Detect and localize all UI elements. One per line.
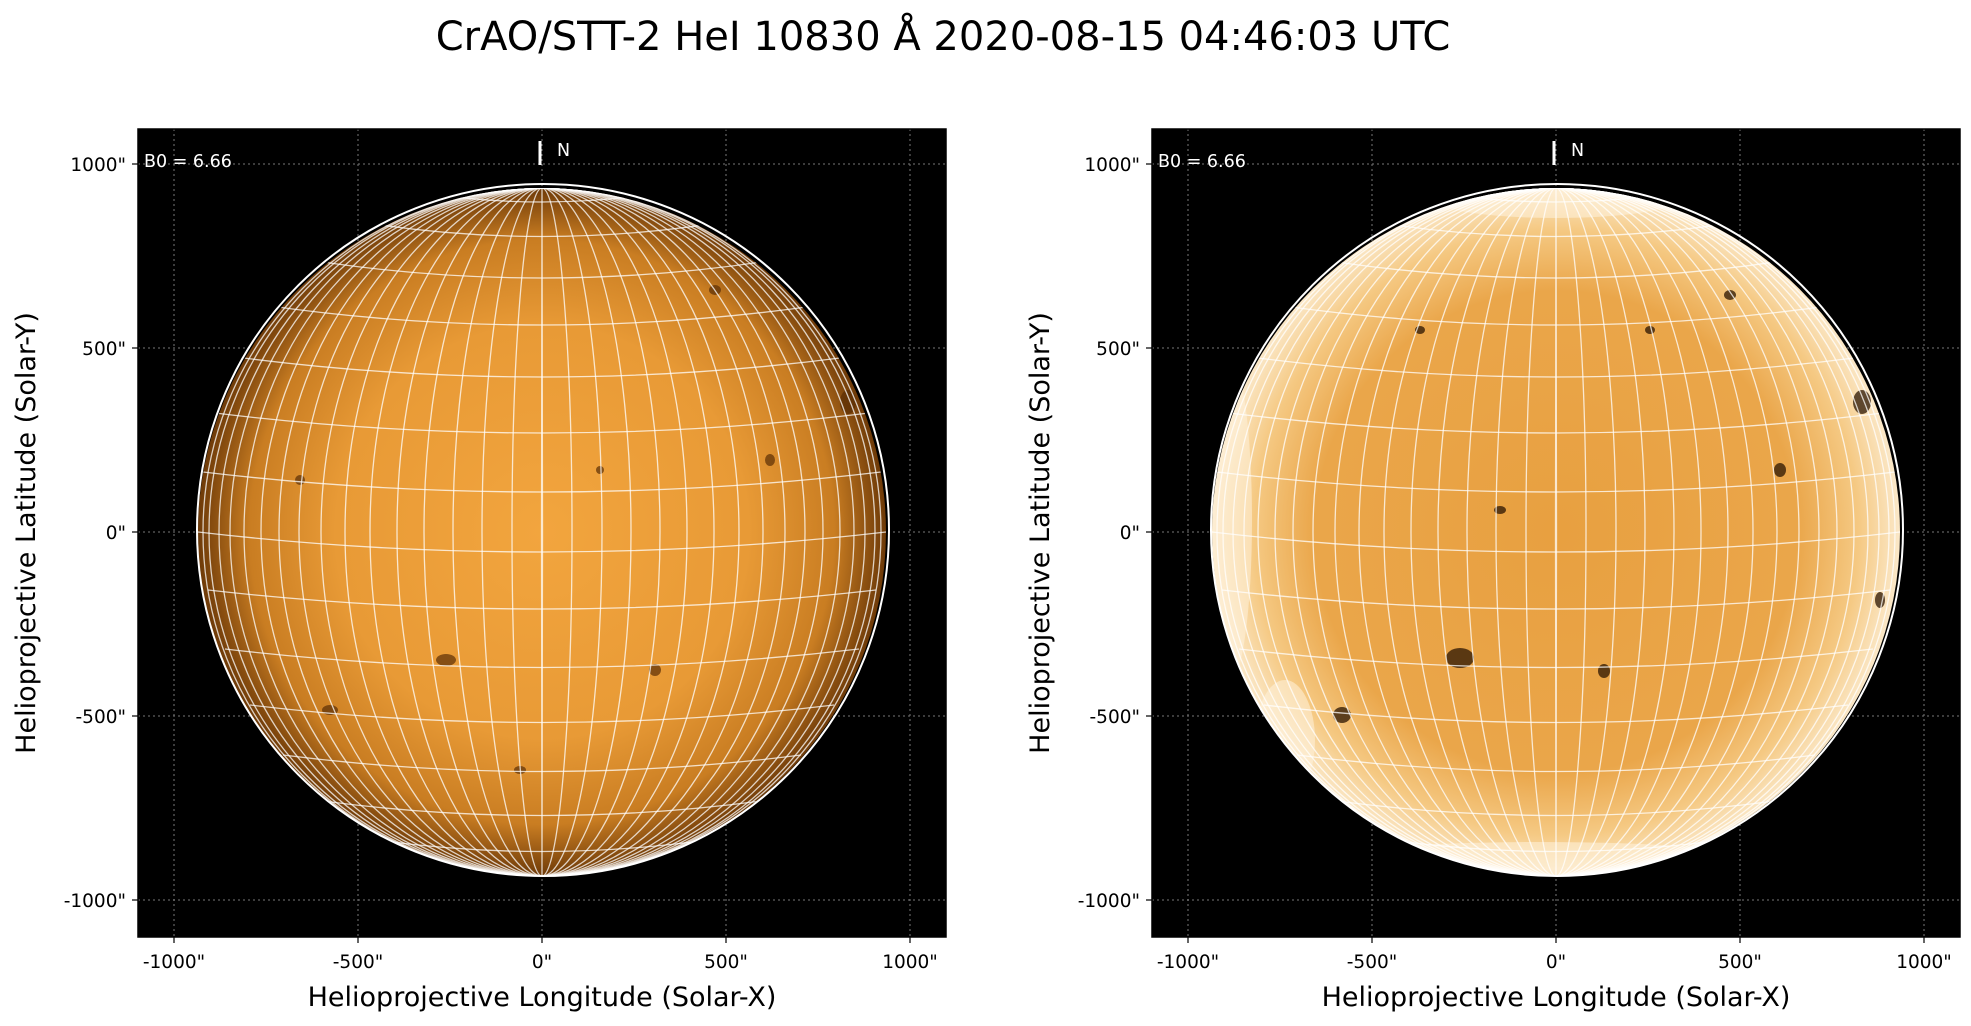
y-tick-left-neg1000: -1000" [64,891,126,912]
y-tick-left-0: 0" [106,523,126,544]
x-tick-left-0: 0" [532,952,552,973]
x-tick-left-500: 500" [704,952,748,973]
y-tick-left-500: 500" [82,339,126,360]
b0-label-left: B0 = 6.66 [144,152,232,172]
limb-outline-left [196,183,890,877]
x-tick-left-neg500: -500" [333,952,384,973]
x-axis-label-left: Helioprojective Longitude (Solar-X) [308,982,777,1013]
figure-title: CrAO/STT-2 HeI 10830 Å 2020-08-15 04:46:… [435,14,1451,60]
y-axis-label-left: Helioprojective Latitude (Solar-Y) [11,312,42,754]
x-tick-left-1000: 1000" [882,952,938,973]
x-tick-left-neg1000: -1000" [143,952,205,973]
coordinate-grid-left [198,188,886,876]
north-label-left: N [557,141,570,161]
y-tick-left-1000: 1000" [70,155,126,176]
y-tick-left-neg500: -500" [76,707,127,728]
